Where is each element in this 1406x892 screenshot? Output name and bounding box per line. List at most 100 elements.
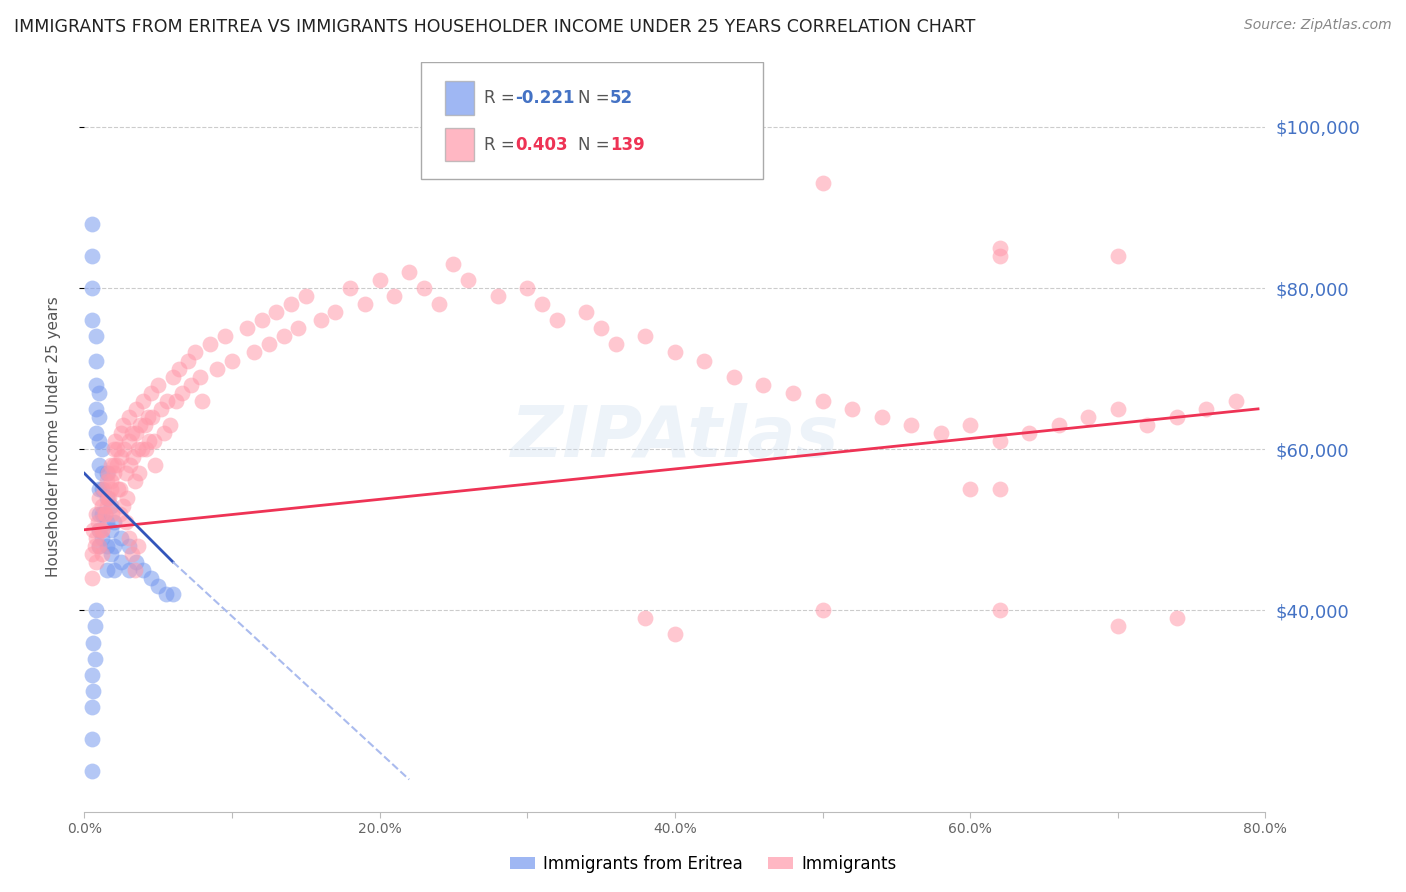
Point (546, 313, 568, 327)
Point (236, 321, 259, 335)
Point (250, 313, 273, 327)
Point (177, 353, 200, 368)
Point (103, 563, 125, 577)
Point (103, 467, 125, 481)
Point (142, 434, 165, 449)
Point (82, 523, 104, 537)
Point (80, 667, 103, 681)
Point (605, 337, 627, 351)
Point (87, 523, 111, 537)
Point (339, 281, 361, 295)
Point (100, 547, 122, 561)
Point (91, 531, 114, 545)
Point (84, 353, 107, 368)
Point (125, 555, 148, 569)
Point (97, 491, 120, 505)
Point (959, 417, 981, 432)
Point (96, 499, 118, 513)
Point (84, 507, 107, 521)
Point (84, 401, 107, 416)
FancyBboxPatch shape (444, 81, 474, 115)
Point (150, 401, 173, 416)
Point (80, 281, 103, 295)
Point (900, 417, 922, 432)
Point (96, 515, 118, 529)
Point (80, 547, 103, 561)
Point (148, 377, 170, 392)
Point (138, 434, 160, 449)
Point (110, 555, 132, 569)
Text: IMMIGRANTS FROM ERITREA VS IMMIGRANTS HOUSEHOLDER INCOME UNDER 25 YEARS CORRELAT: IMMIGRANTS FROM ERITREA VS IMMIGRANTS HO… (14, 18, 976, 36)
Point (162, 587, 184, 601)
Point (132, 393, 155, 408)
Text: N =: N = (578, 88, 614, 107)
Point (988, 434, 1011, 449)
Text: Source: ZipAtlas.com: Source: ZipAtlas.com (1244, 18, 1392, 32)
Point (87, 434, 111, 449)
Point (84, 555, 107, 569)
Point (159, 417, 181, 432)
Point (96, 563, 118, 577)
Text: R =: R = (484, 136, 520, 153)
Point (413, 281, 436, 295)
Point (191, 393, 214, 408)
Point (782, 385, 804, 400)
Point (287, 321, 309, 335)
Text: 0.403: 0.403 (516, 136, 568, 153)
Point (1136, 417, 1159, 432)
Point (82, 684, 104, 698)
Point (198, 337, 221, 351)
Point (110, 531, 132, 545)
Point (98, 491, 121, 505)
Point (87, 458, 111, 473)
Point (94, 507, 117, 521)
Point (100, 483, 122, 497)
Point (86, 515, 108, 529)
Point (87, 539, 111, 553)
Point (87, 483, 111, 497)
Point (1166, 611, 1188, 625)
Point (295, 289, 318, 303)
Point (100, 475, 122, 489)
Point (100, 458, 122, 473)
Point (80, 313, 103, 327)
Point (811, 176, 834, 190)
Point (108, 507, 131, 521)
Point (162, 369, 184, 384)
Point (91, 467, 114, 481)
Point (84, 531, 107, 545)
Text: R =: R = (484, 88, 520, 107)
Point (80, 249, 103, 263)
Point (368, 273, 391, 287)
Point (1018, 425, 1040, 440)
Point (100, 523, 122, 537)
Point (124, 563, 146, 577)
Point (93, 483, 115, 497)
Point (811, 393, 834, 408)
Point (188, 369, 211, 384)
Point (325, 305, 347, 319)
Point (988, 249, 1011, 263)
Point (135, 442, 157, 457)
Point (84, 603, 107, 617)
Point (82, 635, 104, 649)
Point (96, 491, 118, 505)
Point (257, 337, 280, 351)
Point (83, 651, 105, 665)
Point (91, 523, 114, 537)
Point (634, 329, 657, 343)
Point (118, 539, 141, 553)
Point (80, 700, 103, 714)
Point (110, 450, 132, 465)
Point (634, 611, 657, 625)
Point (141, 409, 163, 424)
Text: 52: 52 (610, 88, 633, 107)
Point (184, 345, 207, 359)
Point (120, 458, 142, 473)
Point (1195, 401, 1218, 416)
Text: N =: N = (578, 136, 614, 153)
Point (97, 467, 120, 481)
Point (84, 377, 107, 392)
Point (180, 377, 202, 392)
Point (103, 515, 125, 529)
